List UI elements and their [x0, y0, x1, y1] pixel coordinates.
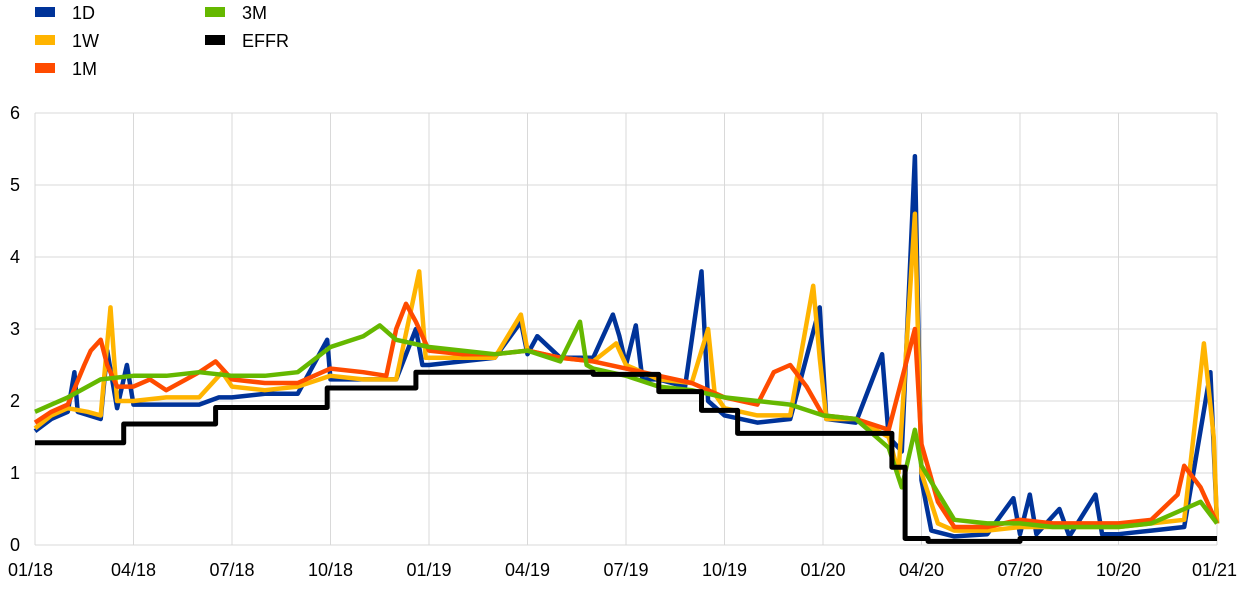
series-line-effr — [35, 369, 1217, 544]
y-tick-label: 5 — [10, 175, 20, 195]
axes: 0 1 2 3 4 5 6 01/18 04/18 07/18 10/18 01/19 04/19 07/… — [8, 103, 1237, 580]
x-tick-label: 04/19 — [505, 560, 550, 580]
x-tick-label: 01/20 — [800, 560, 845, 580]
x-tick-label: 07/18 — [209, 560, 254, 580]
x-tick-label: 10/18 — [308, 560, 353, 580]
legend-label-1w: 1W — [72, 31, 99, 51]
legend-swatch-effr — [205, 35, 225, 45]
y-tick-label: 0 — [10, 535, 20, 555]
series-line-1w — [33, 211, 1220, 533]
y-tick-label: 6 — [10, 103, 20, 123]
x-tick-label: 07/20 — [997, 560, 1042, 580]
y-tick-label: 4 — [10, 247, 20, 267]
y-tick-label: 1 — [10, 463, 20, 483]
legend-label-effr: EFFR — [242, 31, 289, 51]
y-tick-label: 2 — [10, 391, 20, 411]
x-tick-label: 04/18 — [111, 560, 156, 580]
legend-label-1m: 1M — [72, 59, 97, 79]
x-tick-label: 10/19 — [702, 560, 747, 580]
legend-swatch-1d — [35, 7, 55, 17]
legend-swatch-3m — [205, 7, 225, 17]
legend-label-3m: 3M — [242, 3, 267, 23]
series-lines — [33, 153, 1220, 544]
x-tick-label: 01/19 — [406, 560, 451, 580]
x-tick-label: 01/18 — [8, 560, 53, 580]
legend-swatch-1m — [35, 63, 55, 73]
x-tick-label: 07/19 — [603, 560, 648, 580]
legend-swatch-1w — [35, 35, 55, 45]
x-tick-label: 10/20 — [1096, 560, 1141, 580]
y-tick-label: 3 — [10, 319, 20, 339]
x-tick-label: 01/21 — [1192, 560, 1237, 580]
grid — [34, 112, 1218, 546]
x-tick-label: 04/20 — [899, 560, 944, 580]
legend-label-1d: 1D — [72, 3, 95, 23]
legend: 1D 1W 1M 3M EFFR — [35, 3, 289, 79]
